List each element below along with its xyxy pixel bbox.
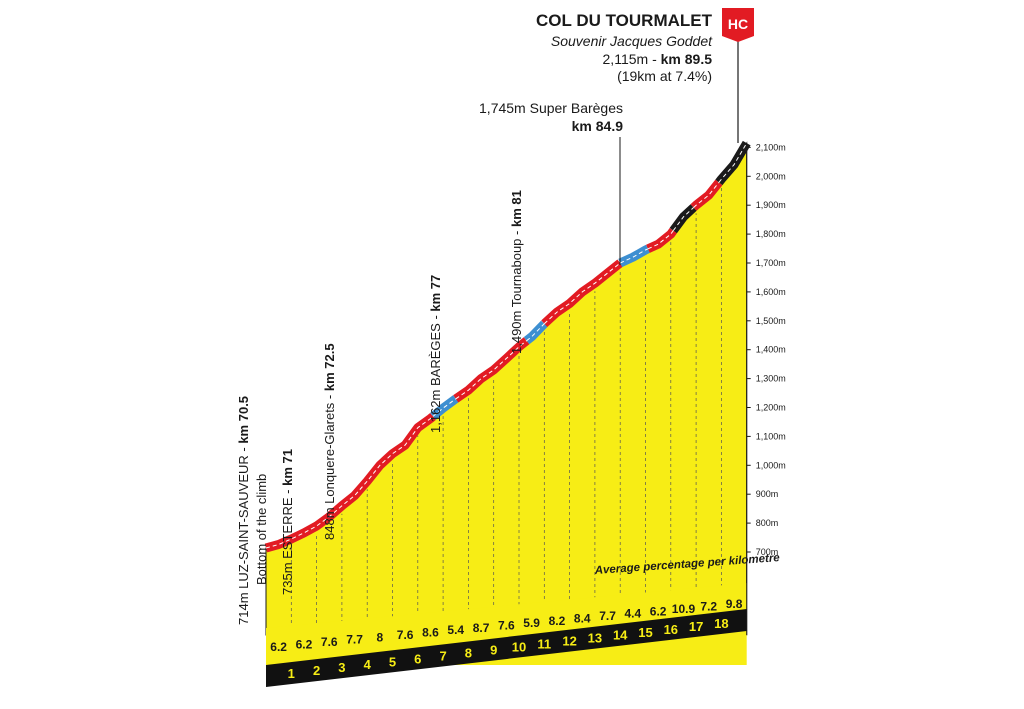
profile-centerline	[526, 323, 545, 342]
summit-km: km 89.5	[661, 51, 713, 67]
km-label: 14	[613, 628, 628, 643]
profile-centerline	[619, 248, 649, 264]
gradient-value: 8.2	[549, 614, 566, 628]
altitude-tick-label: 1,400m	[756, 345, 786, 355]
profile-centerline	[455, 340, 527, 400]
altitude-tick-label: 1,500m	[756, 316, 786, 326]
km-label: 13	[588, 631, 602, 646]
profile-centerline	[718, 142, 748, 183]
km-label: 6	[414, 651, 421, 666]
km-label: 9	[490, 642, 497, 657]
gradient-value: 5.9	[523, 616, 540, 630]
annotation-luz-saint-sauveur: 714m LUZ-SAINT-SAUVEUR - km 70.5	[236, 396, 251, 625]
km-label: 4	[364, 657, 372, 672]
km-label: 5	[389, 654, 396, 669]
km-gridlines	[290, 187, 722, 635]
altitude-tick-label: 800m	[756, 518, 779, 528]
km-label: 2	[313, 663, 320, 678]
gradient-value: 8	[377, 630, 384, 644]
km-label: 17	[689, 619, 703, 634]
gradient-value: 7.6	[321, 635, 338, 649]
km-label: 8	[465, 645, 472, 660]
altitude-tick-label: 1,300m	[756, 374, 786, 384]
altitude-tick-label: 900m	[756, 489, 779, 499]
annotation-esterre: 735m ESTERRE - km 71	[280, 449, 295, 595]
km-label: 16	[664, 622, 678, 637]
altitude-tick-label: 2,000m	[756, 171, 786, 181]
gradient-value: 5.4	[447, 623, 464, 637]
altitude-tick-label: 1,900m	[756, 200, 786, 210]
altitude-tick-label: 1,100m	[756, 431, 786, 441]
gradient-value: 4.4	[625, 607, 642, 621]
gradient-value: 7.6	[498, 619, 515, 633]
profile-centerline	[265, 416, 434, 549]
km-label: 3	[338, 660, 345, 675]
gradient-value: 8.6	[422, 626, 439, 640]
altitude-tick-label: 700m	[756, 547, 779, 557]
gradient-value: 7.7	[599, 609, 616, 623]
hc-badge-label: HC	[728, 16, 748, 32]
profile-line	[264, 140, 751, 553]
gradient-value: 6.2	[270, 640, 287, 654]
annotation-super-bareges-km: km 84.9	[572, 118, 624, 134]
gradient-value: 7.7	[346, 633, 363, 647]
profile-centerline	[672, 207, 694, 231]
annotation-lonquere-glarets: 848m Lonquere-Glarets - km 72.5	[322, 343, 337, 540]
annotation-bareges: 1,162m BARÈGES - km 77	[428, 275, 443, 433]
gradient-value: 9.8	[726, 597, 743, 611]
altitude-axis: 2,100m 2,000m 1,900m 1,800m 1,700m 1,600m 1,50…	[746, 142, 786, 635]
altitude-tick-label: 1,700m	[756, 258, 786, 268]
profile-centerline	[432, 398, 457, 417]
km-axis: 1 2 3 4 5 6 7 8 9 10 11 12 13 14 15 16 17 18	[266, 609, 747, 687]
summit-stats: 2,115m - km 89.5	[603, 51, 713, 67]
climb-title: COL DU TOURMALET	[536, 11, 713, 30]
gradient-value: 7.6	[397, 628, 414, 642]
annotation-bottom-of-climb: Bottom of the climb	[254, 474, 269, 585]
gradient-value: 8.4	[574, 611, 591, 625]
km-strip	[266, 609, 747, 687]
km-label: 12	[562, 634, 576, 649]
altitude-tick-label: 2,100m	[756, 142, 786, 152]
km-label: 1	[288, 666, 295, 681]
summit-note: (19km at 7.4%)	[617, 68, 712, 84]
km-label: 15	[638, 625, 652, 640]
profile-centerline	[693, 182, 720, 208]
altitude-tick-label: 1,000m	[756, 460, 786, 470]
gradient-value: 6.2	[296, 637, 313, 651]
gradient-value: 10.9	[672, 602, 696, 616]
km-label: 18	[714, 616, 728, 631]
altitude-tick-label: 1,200m	[756, 403, 786, 413]
altitude-tick-label: 1,800m	[756, 229, 786, 239]
km-label: 10	[512, 640, 526, 655]
gradient-value: 7.2	[700, 600, 717, 614]
profile-centerline	[647, 230, 674, 250]
annotation-tournaboup: 1,490m Tournaboup - km 81	[509, 190, 524, 354]
hc-badge	[722, 8, 754, 42]
gradient-value: 6.2	[650, 604, 667, 618]
altitude-tick-label: 1,600m	[756, 287, 786, 297]
annotation-super-bareges: 1,745m Super Barèges	[479, 100, 623, 116]
km-label: 7	[439, 648, 446, 663]
climb-subtitle: Souvenir Jacques Goddet	[551, 33, 713, 49]
profile-centerline	[543, 262, 621, 325]
gradient-value: 8.7	[473, 621, 490, 635]
km-label: 11	[537, 637, 551, 652]
summit-altitude: 2,115m -	[603, 51, 661, 67]
